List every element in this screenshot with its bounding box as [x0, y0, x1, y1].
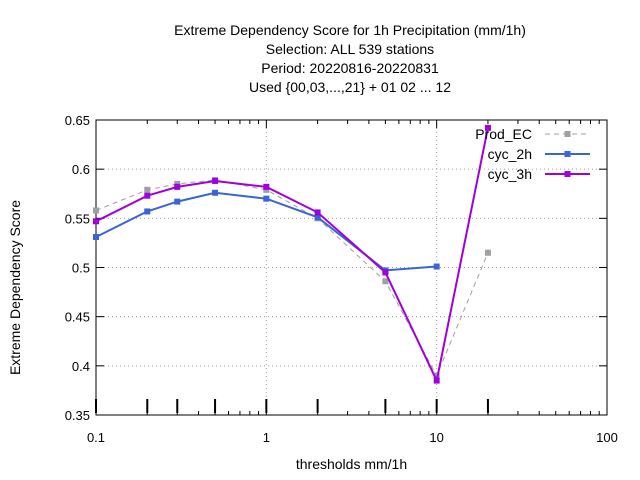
- data-point: [433, 377, 440, 384]
- data-point: [314, 214, 321, 221]
- y-tick-label: 0.6: [72, 162, 90, 177]
- data-point: [174, 198, 181, 205]
- title-line-4: Used {00,03,...,21} + 01 02 ... 12: [249, 79, 451, 95]
- legend-label: cyc_2h: [488, 146, 532, 162]
- axis-ticks: 0.35 0.4 0.45 0.5 0.55 0.6 0.65 0.1 1 10 100: [65, 113, 618, 445]
- legend-label: Prod_EC: [475, 126, 532, 142]
- x-tick-label: 1: [263, 430, 270, 445]
- threshold-marks: [95, 399, 489, 413]
- data-point: [263, 183, 270, 190]
- y-tick-label: 0.4: [72, 359, 90, 374]
- x-tick-label: 10: [429, 430, 443, 445]
- data-point: [263, 195, 270, 202]
- data-point: [382, 269, 389, 276]
- chart-title: Extreme Dependency Score for 1h Precipit…: [174, 22, 526, 95]
- legend-item: cyc_2h: [488, 146, 590, 162]
- y-tick-label: 0.45: [65, 310, 90, 325]
- legend-swatch-marker: [564, 151, 571, 157]
- y-axis-label: Extreme Dependency Score: [7, 200, 23, 375]
- legend-swatch-marker: [564, 131, 571, 137]
- y-tick-label: 0.35: [65, 408, 90, 423]
- legend-item: Prod_EC: [475, 126, 590, 142]
- legend-label: cyc_3h: [488, 166, 532, 182]
- title-line-3: Period: 20220816-20220831: [261, 60, 439, 76]
- y-tick-label: 0.55: [65, 211, 90, 226]
- data-point: [93, 234, 99, 241]
- grid: [96, 120, 607, 415]
- title-line-1: Extreme Dependency Score for 1h Precipit…: [174, 22, 526, 38]
- data-point: [144, 208, 151, 215]
- legend-swatch-marker: [564, 171, 571, 177]
- data-point: [144, 186, 151, 193]
- data-point: [212, 189, 219, 196]
- x-tick-label: 100: [596, 430, 618, 445]
- y-tick-label: 0.65: [65, 113, 90, 128]
- data-point: [433, 372, 440, 379]
- data-point: [314, 209, 321, 216]
- series: [93, 124, 491, 384]
- data-point: [174, 183, 181, 190]
- title-line-2: Selection: ALL 539 stations: [266, 41, 434, 57]
- data-point: [93, 207, 99, 214]
- data-point: [484, 249, 491, 256]
- data-point: [212, 177, 219, 184]
- data-point: [433, 263, 440, 270]
- series-cyc_3h: [93, 124, 491, 384]
- data-point: [144, 192, 151, 199]
- y-tick-label: 0.5: [72, 261, 90, 276]
- legend-item: cyc_3h: [488, 166, 590, 182]
- x-tick-label: 0.1: [87, 430, 105, 445]
- legend: Prod_EC cyc_2h cyc_3h: [475, 126, 590, 182]
- data-point: [93, 218, 99, 225]
- series-line: [95, 127, 489, 384]
- x-axis-label: thresholds mm/1h: [296, 456, 407, 472]
- data-point: [484, 124, 491, 131]
- data-point: [382, 278, 389, 285]
